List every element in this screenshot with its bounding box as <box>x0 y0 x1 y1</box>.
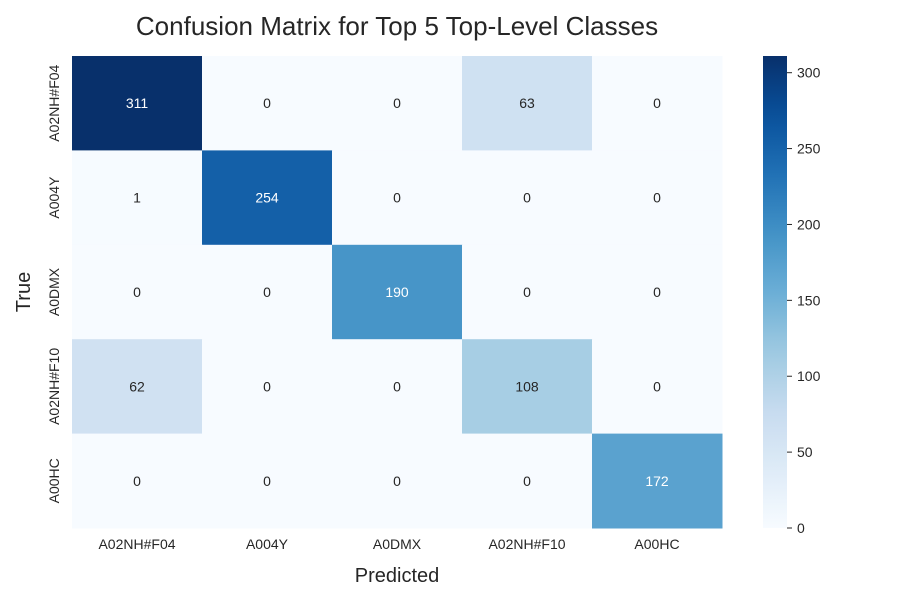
cell-value-label: 0 <box>393 190 401 206</box>
colorbar-tick-label: 200 <box>797 216 821 232</box>
cell-value-label: 0 <box>523 473 531 489</box>
colorbar-tick-label: 0 <box>797 520 805 536</box>
heatmap-cell <box>202 150 333 246</box>
y-tick-label: A00HC <box>46 458 62 503</box>
x-tick-label: A0DMX <box>373 536 422 552</box>
cell-value-label: 0 <box>653 95 661 111</box>
cell-value-label: 108 <box>515 378 539 394</box>
cell-value-label: 254 <box>255 190 279 206</box>
cell-value-label: 0 <box>263 473 271 489</box>
cell-value-label: 0 <box>523 284 531 300</box>
heatmap-cell <box>202 244 333 340</box>
heatmap-cell <box>592 244 723 340</box>
heatmap-cell <box>202 56 333 151</box>
heatmap-cell <box>592 339 723 435</box>
x-axis-label: Predicted <box>355 565 440 587</box>
cell-value-label: 0 <box>263 378 271 394</box>
colorbar-tick-label: 50 <box>797 444 813 460</box>
heatmap-cell <box>332 433 463 529</box>
x-tick-label: A02NH#F04 <box>98 536 175 552</box>
cell-value-label: 0 <box>653 190 661 206</box>
colorbar-tick-label: 150 <box>797 292 821 308</box>
heatmap-cell <box>332 339 463 435</box>
y-axis-label: True <box>13 272 35 312</box>
colorbar-tick-label: 300 <box>797 65 821 81</box>
y-tick-label: A0DMX <box>46 267 62 316</box>
heatmap-cell <box>72 56 203 151</box>
cell-value-label: 1 <box>133 190 141 206</box>
heatmap-cell <box>592 150 723 246</box>
cell-value-label: 0 <box>653 284 661 300</box>
cell-value-label: 63 <box>519 95 535 111</box>
heatmap-cell <box>462 339 593 435</box>
cell-value-label: 0 <box>393 378 401 394</box>
cell-value-label: 0 <box>263 95 271 111</box>
cell-value-label: 0 <box>393 95 401 111</box>
cell-value-label: 0 <box>393 473 401 489</box>
colorbar-tick-label: 100 <box>797 368 821 384</box>
colorbar-tick-label: 250 <box>797 141 821 157</box>
y-tick-label: A004Y <box>46 176 62 219</box>
heatmap-cell <box>72 339 203 435</box>
colorbar <box>763 56 787 528</box>
cell-value-label: 311 <box>126 95 149 111</box>
heatmap-cell <box>462 433 593 529</box>
y-tick-label: A02NH#F10 <box>46 348 62 425</box>
heatmap-cell <box>72 244 203 340</box>
heatmap-cell <box>462 150 593 246</box>
heatmap-cell <box>332 150 463 246</box>
cell-value-label: 0 <box>133 473 141 489</box>
heatmap-cell <box>462 244 593 340</box>
heatmap-cell <box>592 433 723 529</box>
cell-value-label: 0 <box>133 284 141 300</box>
cell-value-label: 190 <box>385 284 409 300</box>
x-tick-label: A00HC <box>634 536 679 552</box>
heatmap-cell <box>202 433 333 529</box>
heatmap-cells: 311 0 0 63 0 1 254 0 0 0 0 0 190 0 0 62 0 0 108 0 0 0 0 0 172 <box>72 56 723 529</box>
heatmap-cell <box>332 56 463 151</box>
y-tick-label: A02NH#F04 <box>46 64 62 141</box>
cell-value-label: 0 <box>263 284 271 300</box>
cell-value-label: 62 <box>129 378 145 394</box>
colorbar-ticks: 0 50 100 150 200 250 300 <box>787 65 821 536</box>
x-tick-label: A004Y <box>246 536 289 552</box>
heatmap-cell <box>72 150 203 246</box>
x-tick-labels: A02NH#F04 A004Y A0DMX A02NH#F10 A00HC <box>98 536 679 552</box>
cell-value-label: 0 <box>653 378 661 394</box>
heatmap-cell <box>332 244 463 340</box>
heatmap-cell <box>592 56 723 151</box>
cell-value-label: 172 <box>645 473 669 489</box>
heatmap-cell <box>462 56 593 151</box>
x-tick-label: A02NH#F10 <box>488 536 565 552</box>
chart-title: Confusion Matrix for Top 5 Top-Level Cla… <box>136 11 658 41</box>
cell-value-label: 0 <box>523 190 531 206</box>
heatmap-cell <box>202 339 333 435</box>
heatmap-cell <box>72 433 203 529</box>
y-tick-labels: A02NH#F04 A004Y A0DMX A02NH#F10 A00HC <box>46 64 62 503</box>
